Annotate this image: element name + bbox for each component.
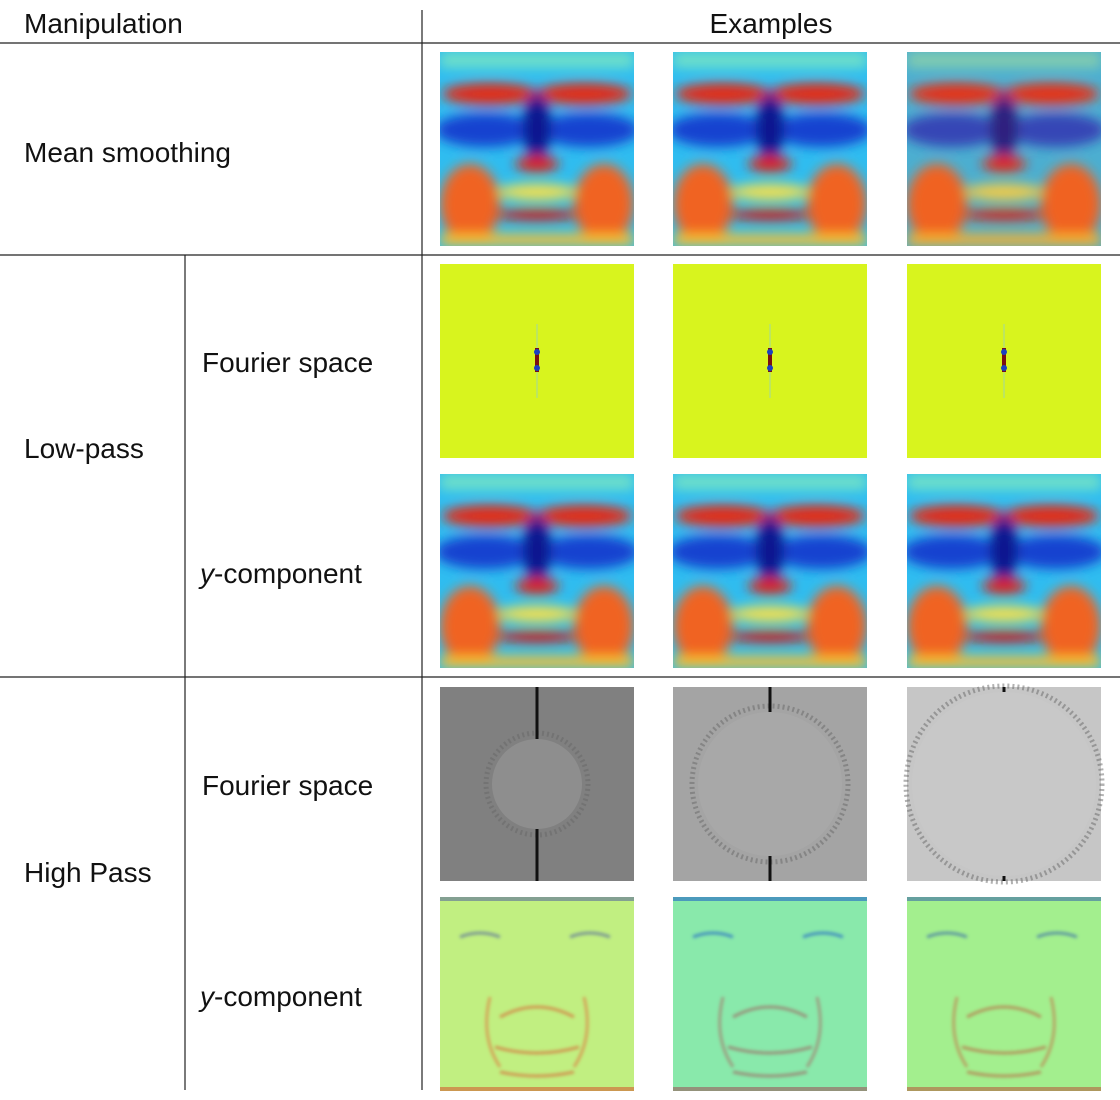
row-label: High Pass — [24, 857, 152, 889]
subrow-label: y-component — [200, 981, 362, 1013]
example-image — [902, 52, 1106, 246]
header-cell: Examples — [620, 8, 922, 40]
example-image — [673, 897, 867, 1091]
example-image — [440, 687, 634, 881]
row-label: Low-pass — [24, 433, 144, 465]
example-image — [668, 474, 872, 668]
example-image — [902, 474, 1106, 668]
row-label: Mean smoothing — [24, 137, 231, 169]
example-image — [907, 897, 1101, 1091]
subrow-label: y-component — [200, 558, 362, 590]
example-image — [435, 52, 639, 246]
example-image — [440, 264, 634, 458]
subrow-label: Fourier space — [202, 770, 373, 802]
example-image — [440, 897, 634, 1091]
example-image — [435, 474, 639, 668]
subrow-label: Fourier space — [202, 347, 373, 379]
example-image — [668, 52, 872, 246]
header-cell: Manipulation — [24, 8, 183, 40]
example-image — [907, 264, 1101, 458]
page: Manipulation Examples Mean smoothing Low… — [0, 0, 1120, 1100]
example-image — [673, 264, 867, 458]
example-image — [673, 687, 867, 881]
example-image — [906, 686, 1102, 882]
